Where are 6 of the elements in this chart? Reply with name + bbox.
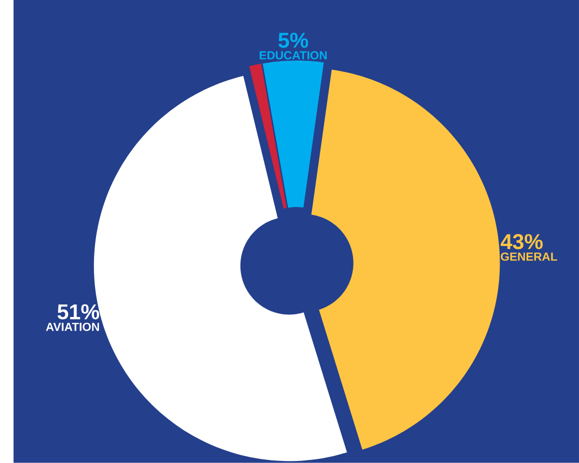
slice-label: EDUCATION [260,51,327,60]
slice-label: GENERAL [500,252,558,261]
data-label: 51% [58,304,100,320]
data-label: 43% [500,234,543,250]
data-label: 5% [278,32,308,48]
slice-label: AVIATION [46,322,99,331]
